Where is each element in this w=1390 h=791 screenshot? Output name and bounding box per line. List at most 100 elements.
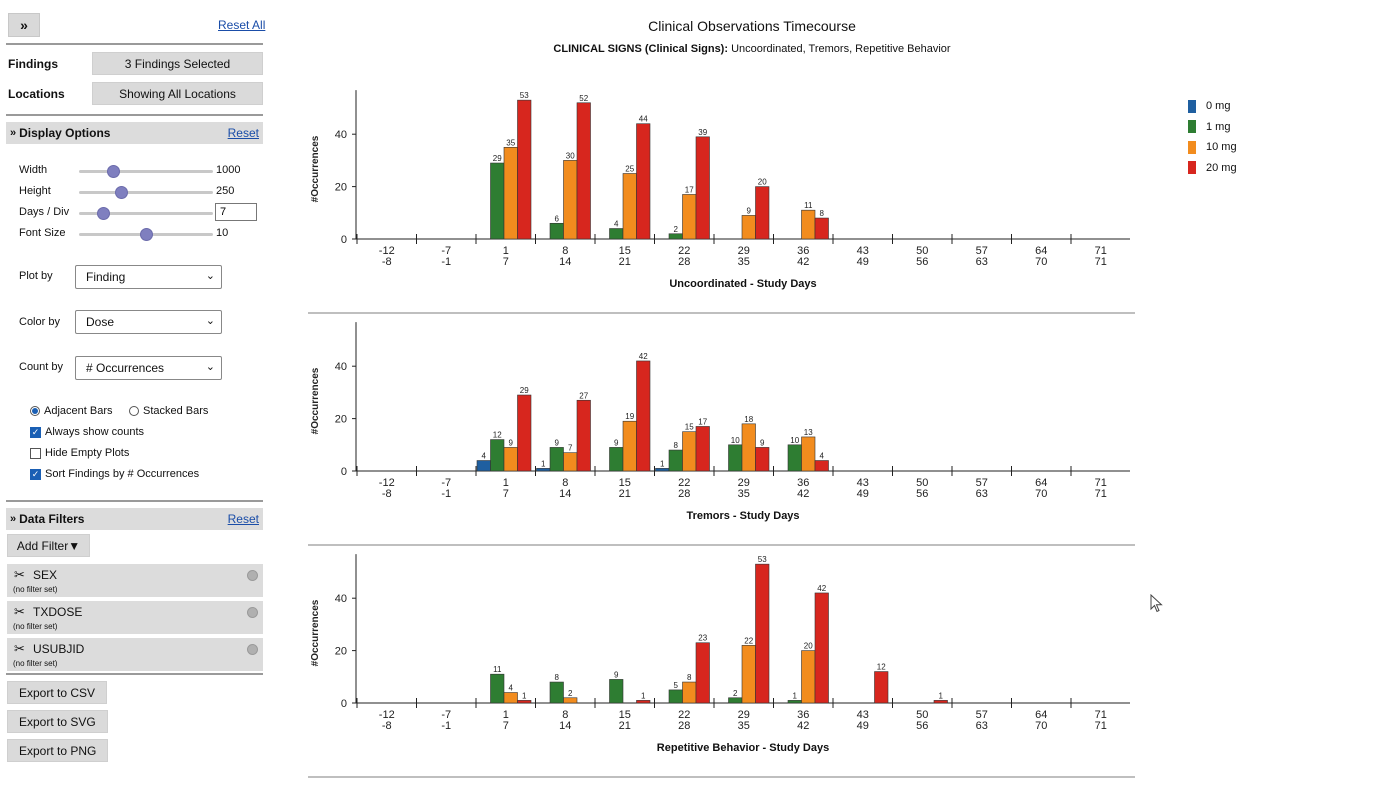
data-filters-header[interactable]: » Data Filters Reset	[6, 508, 263, 530]
always-show-counts-checkbox[interactable]: ✓	[30, 426, 41, 438]
export-png-label: Export to PNG	[19, 743, 97, 758]
stacked-bars-radio[interactable]	[129, 406, 139, 416]
bar-value-label: 17	[698, 417, 707, 426]
x-tick-label-start: 71	[1095, 477, 1107, 489]
export-csv-label: Export to CSV	[19, 685, 96, 700]
legend-swatch	[1188, 99, 1196, 113]
width-value: 1000	[216, 164, 241, 176]
bar-value-label: 15	[685, 423, 694, 432]
x-tick-label-start: 8	[562, 477, 568, 489]
font-size-value: 10	[216, 227, 229, 239]
export-svg-button[interactable]: Export to SVG	[7, 710, 108, 733]
bar	[536, 468, 551, 472]
bar-value-label: 18	[744, 415, 753, 424]
x-tick-label-start: 1	[503, 709, 509, 721]
sort-findings-option[interactable]: ✓ Sort Findings by # Occurrences	[30, 468, 199, 480]
width-slider[interactable]	[79, 165, 213, 178]
x-tick-label-end: 35	[738, 720, 750, 732]
chart-subtitle: CLINICAL SIGNS (Clinical Signs): Uncoord…	[553, 43, 950, 55]
bar	[476, 460, 491, 472]
filter-usubjid[interactable]: ✂ USUBJID (no filter set)	[7, 638, 263, 671]
slider-handle[interactable]	[140, 228, 153, 241]
plot-by-select[interactable]: Finding ⌄	[75, 265, 222, 289]
height-slider[interactable]	[79, 186, 213, 199]
x-tick-label-start: 36	[797, 709, 809, 721]
locations-selector-button[interactable]: Showing All Locations	[92, 82, 263, 105]
bar	[801, 650, 816, 704]
x-tick-label-end: 49	[857, 488, 869, 500]
reset-all-link[interactable]: Reset All	[218, 18, 266, 32]
sort-findings-label: Sort Findings by # Occurrences	[45, 468, 200, 480]
filter-txdose[interactable]: ✂ TXDOSE (no filter set)	[7, 601, 263, 634]
x-tick-label-end: 7	[503, 256, 509, 268]
remove-filter-icon[interactable]	[247, 570, 258, 581]
x-tick-label-start: 8	[562, 245, 568, 257]
bar	[517, 99, 532, 240]
x-tick-label-start: -7	[441, 477, 451, 489]
slider-handle[interactable]	[97, 207, 111, 220]
x-tick-label-start: 15	[619, 477, 631, 489]
adjacent-bars-radio[interactable]	[30, 406, 40, 416]
color-by-select[interactable]: Dose ⌄	[75, 310, 222, 334]
hide-empty-plots-option[interactable]: Hide Empty Plots	[30, 447, 129, 459]
display-options-header[interactable]: » Display Options Reset	[6, 122, 263, 144]
x-tick-label-start: -7	[441, 245, 451, 257]
x-tick-label-end: 71	[1095, 488, 1107, 500]
display-options-title: Display Options	[19, 126, 111, 140]
bar	[490, 673, 505, 704]
bar	[874, 671, 889, 704]
bar	[490, 439, 505, 472]
x-axis-title: Repetitive Behavior - Study Days	[657, 742, 829, 754]
x-tick-label-end: 28	[678, 720, 690, 732]
legend-item[interactable]: 10 mg	[1188, 137, 1237, 158]
export-csv-button[interactable]: Export to CSV	[7, 681, 108, 704]
bar	[622, 420, 637, 472]
bar-value-label: 39	[698, 128, 707, 137]
bar-value-label: 29	[520, 386, 529, 395]
remove-filter-icon[interactable]	[247, 607, 258, 618]
x-tick-label-start: 43	[857, 709, 869, 721]
bar	[503, 692, 518, 704]
bar	[728, 697, 743, 704]
width-slider-label: Width	[19, 164, 48, 176]
font-size-slider[interactable]	[79, 228, 213, 241]
add-filter-button[interactable]: Add Filter▼	[7, 534, 90, 557]
filter-sex[interactable]: ✂ SEX (no filter set)	[7, 564, 263, 597]
x-tick-label-end: -1	[441, 256, 451, 268]
count-by-select[interactable]: # Occurrences ⌄	[75, 356, 222, 380]
sort-findings-checkbox[interactable]: ✓	[30, 468, 41, 480]
mouse-cursor-icon	[1150, 594, 1163, 613]
legend-item[interactable]: 20 mg	[1188, 158, 1237, 179]
bar-value-label: 1	[660, 459, 665, 468]
data-filters-reset-link[interactable]: Reset	[227, 512, 259, 526]
bar-value-label: 20	[758, 178, 767, 187]
y-axis-label: #Occurrences	[310, 367, 321, 434]
slider-handle[interactable]	[114, 186, 128, 199]
collapse-sidebar-button[interactable]: »	[8, 13, 40, 37]
bar-value-label: 9	[614, 670, 619, 679]
always-show-counts-option[interactable]: ✓ Always show counts	[30, 426, 144, 438]
x-tick-label-end: 63	[976, 720, 988, 732]
stacked-bars-option[interactable]: Stacked Bars	[129, 405, 208, 417]
bar-value-label: 4	[614, 220, 619, 229]
bar-value-label: 1	[541, 459, 546, 468]
legend-item[interactable]: 0 mg	[1188, 96, 1237, 117]
x-tick-label-start: 29	[738, 245, 750, 257]
slider-handle[interactable]	[106, 165, 120, 178]
days-per-div-slider[interactable]	[79, 207, 213, 220]
bar	[517, 700, 532, 704]
export-png-button[interactable]: Export to PNG	[7, 739, 109, 762]
chevron-down-icon: ⌄	[205, 270, 215, 282]
bar	[549, 681, 564, 704]
remove-filter-icon[interactable]	[247, 644, 258, 655]
findings-selector-button[interactable]: 3 Findings Selected	[92, 52, 263, 75]
days-per-div-input[interactable]	[215, 203, 257, 221]
chevron-down-icon: ⌄	[205, 315, 215, 327]
display-options-reset-link[interactable]: Reset	[227, 126, 259, 140]
x-tick-label-start: 50	[916, 245, 928, 257]
x-tick-label-end: 14	[559, 488, 571, 500]
hide-empty-plots-checkbox[interactable]	[30, 447, 41, 459]
adjacent-bars-option[interactable]: Adjacent Bars	[30, 405, 112, 417]
x-tick-label-end: 14	[559, 720, 571, 732]
legend-item[interactable]: 1 mg	[1188, 117, 1237, 138]
